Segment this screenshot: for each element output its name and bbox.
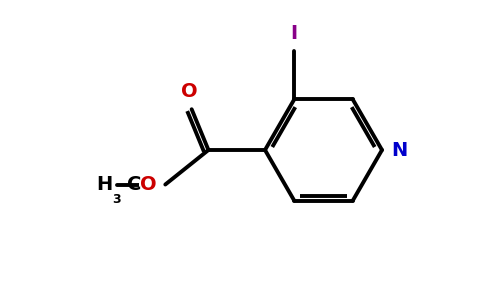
Text: I: I (291, 24, 298, 43)
Text: C: C (127, 175, 141, 194)
Text: O: O (140, 175, 157, 194)
Text: H: H (96, 175, 113, 194)
Text: N: N (392, 140, 408, 160)
Text: 3: 3 (113, 193, 121, 206)
Text: O: O (181, 82, 197, 100)
